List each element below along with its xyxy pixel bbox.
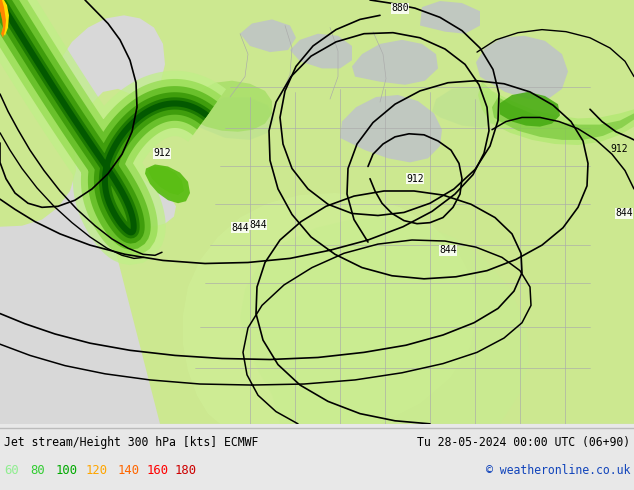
Polygon shape [492,97,634,140]
Text: 844: 844 [439,245,457,255]
Text: Jet stream/Height 300 hPa [kts] ECMWF: Jet stream/Height 300 hPa [kts] ECMWF [4,436,259,449]
Polygon shape [476,36,568,99]
Text: 844: 844 [249,220,267,230]
Text: 60: 60 [4,464,19,477]
Text: 80: 80 [30,464,45,477]
Text: 180: 180 [175,464,197,477]
Polygon shape [0,0,214,244]
Text: Tu 28-05-2024 00:00 UTC (06+90): Tu 28-05-2024 00:00 UTC (06+90) [417,436,630,449]
Polygon shape [240,218,530,424]
Text: © weatheronline.co.uk: © weatheronline.co.uk [486,464,630,477]
Polygon shape [432,87,502,128]
Polygon shape [0,0,70,223]
Polygon shape [0,0,634,424]
Polygon shape [145,165,190,203]
Text: 140: 140 [118,464,140,477]
Polygon shape [240,20,296,52]
Text: 844: 844 [615,208,633,219]
Polygon shape [0,0,226,265]
Polygon shape [352,40,438,85]
Text: 120: 120 [86,464,108,477]
Polygon shape [478,82,634,145]
Polygon shape [0,0,9,36]
Text: 912: 912 [611,144,628,154]
Polygon shape [290,34,352,69]
Polygon shape [0,0,217,250]
Text: 100: 100 [56,464,78,477]
Polygon shape [0,0,634,424]
Text: 880: 880 [391,3,409,13]
Polygon shape [0,0,210,239]
Polygon shape [0,0,221,257]
Text: 844: 844 [231,223,249,233]
Text: 912: 912 [153,148,171,158]
Polygon shape [148,167,184,195]
Text: 912: 912 [406,174,424,184]
Polygon shape [340,95,442,162]
Polygon shape [180,81,272,132]
Polygon shape [0,0,634,424]
Text: 160: 160 [147,464,169,477]
Polygon shape [196,97,275,140]
Polygon shape [175,193,478,424]
Polygon shape [420,1,480,34]
Polygon shape [500,92,560,126]
Polygon shape [0,0,6,38]
Polygon shape [0,0,209,236]
